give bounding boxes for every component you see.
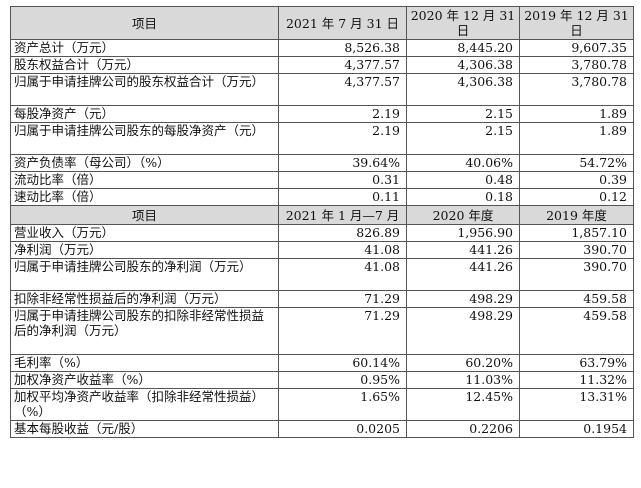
cell-value: 60.20% — [406, 354, 520, 372]
cell-value: 1.65% — [278, 388, 407, 421]
cell-value: 0.1954 — [519, 420, 634, 438]
cell-value: 498.29 — [406, 290, 520, 308]
row-label: 归属于申请挂牌公司股东的每股净资产（元） — [10, 122, 279, 155]
cell-value: 0.12 — [519, 188, 634, 206]
table-row: 归属于申请挂牌公司股东的净利润（万元） 41.08 441.26 390.70 — [10, 258, 634, 291]
cell-value: 4,306.38 — [406, 56, 520, 74]
cell-value: 54.72% — [519, 154, 634, 172]
cell-value: 0.48 — [406, 171, 520, 189]
row-label: 归属于申请挂牌公司股东的扣除非经常性损益后的净利润（万元） — [10, 307, 279, 355]
cell-value: 441.26 — [406, 258, 520, 291]
table-row: 毛利率（%） 60.14% 60.20% 63.79% — [10, 354, 634, 372]
row-label: 资产负债率（母公司）（%） — [10, 154, 279, 172]
cell-value: 459.58 — [519, 290, 634, 308]
row-label: 基本每股收益（元/股） — [10, 420, 279, 438]
row-label: 净利润（万元） — [10, 241, 279, 259]
row-label: 流动比率（倍） — [10, 171, 279, 189]
cell-value: 1.89 — [519, 122, 634, 155]
table-row: 股东权益合计（万元） 4,377.57 4,306.38 3,780.78 — [10, 56, 634, 74]
cell-value: 39.64% — [278, 154, 407, 172]
cell-value: 0.0205 — [278, 420, 407, 438]
cell-value: 11.03% — [406, 371, 520, 389]
cell-value: 60.14% — [278, 354, 407, 372]
cell-value: 390.70 — [519, 258, 634, 291]
cell-value: 0.31 — [278, 171, 407, 189]
table-row: 每股净资产（元） 2.19 2.15 1.89 — [10, 105, 634, 123]
cell-value: 63.79% — [519, 354, 634, 372]
cell-value: 12.45% — [406, 388, 520, 421]
cell-value: 4,377.57 — [278, 73, 407, 106]
header-item: 项目 — [10, 205, 279, 225]
cell-value: 9,607.35 — [519, 39, 634, 57]
table-row: 资产总计（万元） 8,526.38 8,445.20 9,607.35 — [10, 39, 634, 57]
cell-value: 3,780.78 — [519, 73, 634, 106]
cell-value: 1,857.10 — [519, 224, 634, 242]
header-2021-jan-jul: 2021 年 1 月—7 月 — [278, 205, 407, 225]
cell-value: 459.58 — [519, 307, 634, 355]
cell-value: 498.29 — [406, 307, 520, 355]
cell-value: 41.08 — [278, 258, 407, 291]
cell-value: 0.2206 — [406, 420, 520, 438]
row-label: 速动比率（倍） — [10, 188, 279, 206]
header-2019-dec-31: 2019 年 12 月 31 日 — [519, 6, 634, 40]
cell-value: 441.26 — [406, 241, 520, 259]
cell-value: 3,780.78 — [519, 56, 634, 74]
cell-value: 0.39 — [519, 171, 634, 189]
row-label: 加权平均净资产收益率（扣除非经常性损益）（%） — [10, 388, 279, 421]
table-row: 净利润（万元） 41.08 441.26 390.70 — [10, 241, 634, 259]
balance-header-row: 项目 2021 年 7 月 31 日 2020 年 12 月 31 日 2019… — [10, 6, 634, 40]
header-2021-jul-31: 2021 年 7 月 31 日 — [278, 6, 407, 40]
financial-data-table: 项目 2021 年 7 月 31 日 2020 年 12 月 31 日 2019… — [10, 6, 634, 438]
header-2019-year: 2019 年度 — [519, 205, 634, 225]
cell-value: 390.70 — [519, 241, 634, 259]
table-row: 基本每股收益（元/股） 0.0205 0.2206 0.1954 — [10, 420, 634, 438]
row-label: 归属于申请挂牌公司股东的净利润（万元） — [10, 258, 279, 291]
cell-value: 71.29 — [278, 290, 407, 308]
row-label: 归属于申请挂牌公司的股东权益合计（万元） — [10, 73, 279, 106]
cell-value: 2.19 — [278, 105, 407, 123]
table-row: 资产负债率（母公司）（%） 39.64% 40.06% 54.72% — [10, 154, 634, 172]
cell-value: 71.29 — [278, 307, 407, 355]
table-row: 加权平均净资产收益率（扣除非经常性损益）（%） 1.65% 12.45% 13.… — [10, 388, 634, 421]
table-row: 速动比率（倍） 0.11 0.18 0.12 — [10, 188, 634, 206]
table-row: 扣除非经常性损益后的净利润（万元） 71.29 498.29 459.58 — [10, 290, 634, 308]
header-2020-year: 2020 年度 — [406, 205, 520, 225]
cell-value: 826.89 — [278, 224, 407, 242]
cell-value: 2.19 — [278, 122, 407, 155]
cell-value: 4,306.38 — [406, 73, 520, 106]
header-2020-dec-31: 2020 年 12 月 31 日 — [406, 6, 520, 40]
table-row: 归属于申请挂牌公司股东的扣除非经常性损益后的净利润（万元） 71.29 498.… — [10, 307, 634, 355]
cell-value: 8,445.20 — [406, 39, 520, 57]
header-item: 项目 — [10, 6, 279, 40]
cell-value: 40.06% — [406, 154, 520, 172]
row-label: 股东权益合计（万元） — [10, 56, 279, 74]
cell-value: 1,956.90 — [406, 224, 520, 242]
table-body: 项目 2021 年 7 月 31 日 2020 年 12 月 31 日 2019… — [10, 6, 634, 438]
table-row: 加权净资产收益率（%） 0.95% 11.03% 11.32% — [10, 371, 634, 389]
row-label: 每股净资产（元） — [10, 105, 279, 123]
cell-value: 1.89 — [519, 105, 634, 123]
income-header-row: 项目 2021 年 1 月—7 月 2020 年度 2019 年度 — [10, 205, 634, 225]
row-label: 扣除非经常性损益后的净利润（万元） — [10, 290, 279, 308]
cell-value: 0.18 — [406, 188, 520, 206]
row-label: 加权净资产收益率（%） — [10, 371, 279, 389]
cell-value: 41.08 — [278, 241, 407, 259]
table-row: 归属于申请挂牌公司的股东权益合计（万元） 4,377.57 4,306.38 3… — [10, 73, 634, 106]
cell-value: 2.15 — [406, 122, 520, 155]
cell-value: 13.31% — [519, 388, 634, 421]
cell-value: 2.15 — [406, 105, 520, 123]
row-label: 资产总计（万元） — [10, 39, 279, 57]
cell-value: 4,377.57 — [278, 56, 407, 74]
table-row: 营业收入（万元） 826.89 1,956.90 1,857.10 — [10, 224, 634, 242]
cell-value: 0.11 — [278, 188, 407, 206]
cell-value: 8,526.38 — [278, 39, 407, 57]
row-label: 营业收入（万元） — [10, 224, 279, 242]
table-row: 流动比率（倍） 0.31 0.48 0.39 — [10, 171, 634, 189]
cell-value: 11.32% — [519, 371, 634, 389]
cell-value: 0.95% — [278, 371, 407, 389]
row-label: 毛利率（%） — [10, 354, 279, 372]
table-row: 归属于申请挂牌公司股东的每股净资产（元） 2.19 2.15 1.89 — [10, 122, 634, 155]
